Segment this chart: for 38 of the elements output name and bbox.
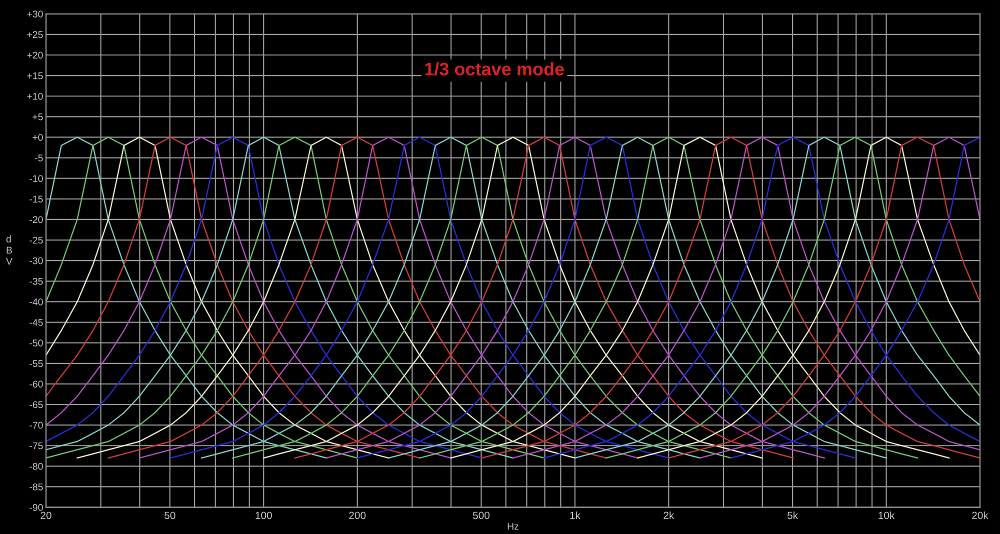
x-axis-title: Hz	[508, 522, 518, 530]
y-tick-label: -35	[30, 278, 43, 285]
y-tick-label: -70	[30, 422, 43, 429]
y-tick-label: -50	[30, 340, 43, 346]
x-tick-label: 100	[256, 512, 272, 520]
y-tick-label: -25	[30, 236, 43, 244]
y-tick-label: -20	[30, 216, 43, 224]
y-tick-label: -90	[30, 504, 43, 511]
x-tick-label: 10k	[878, 511, 895, 520]
y-tick-label: -40	[30, 298, 43, 306]
y-tick-label: +15	[27, 72, 43, 80]
y-tick-label: -80	[30, 462, 43, 470]
x-tick-label: 2k	[664, 511, 674, 520]
y-tick-label: +20	[27, 52, 43, 59]
y-tick-label: +10	[27, 92, 43, 100]
annotation: 1/3 octave mode	[425, 62, 564, 76]
y-tick-label: -75	[30, 442, 43, 450]
y-tick-label: -10	[30, 175, 43, 182]
y-tick-label: +0	[32, 134, 43, 141]
x-tick-label: 20	[40, 512, 52, 520]
y-tick-label: -55	[30, 360, 43, 368]
x-tick-label: 200	[349, 512, 366, 520]
x-tick-label: 5k	[787, 511, 798, 520]
y-axis-title: dBV	[6, 235, 12, 265]
x-tick-label: 20k	[972, 511, 988, 520]
y-tick-label: +5	[32, 114, 43, 120]
y-tick-label: -15	[30, 196, 43, 203]
y-tick-label: -30	[30, 257, 43, 264]
x-tick-label: 50	[164, 512, 176, 520]
x-tick-label: 1k	[570, 511, 580, 520]
x-tick-label: 500	[472, 512, 490, 520]
y-tick-label: -65	[30, 401, 43, 408]
y-tick-label: +25	[27, 31, 43, 38]
y-tick-label: -85	[30, 483, 43, 490]
y-tick-label: +30	[27, 10, 43, 18]
y-tick-label: -60	[30, 380, 43, 388]
y-tick-label: -45	[30, 319, 43, 326]
y-tick-label: -5	[35, 154, 43, 162]
